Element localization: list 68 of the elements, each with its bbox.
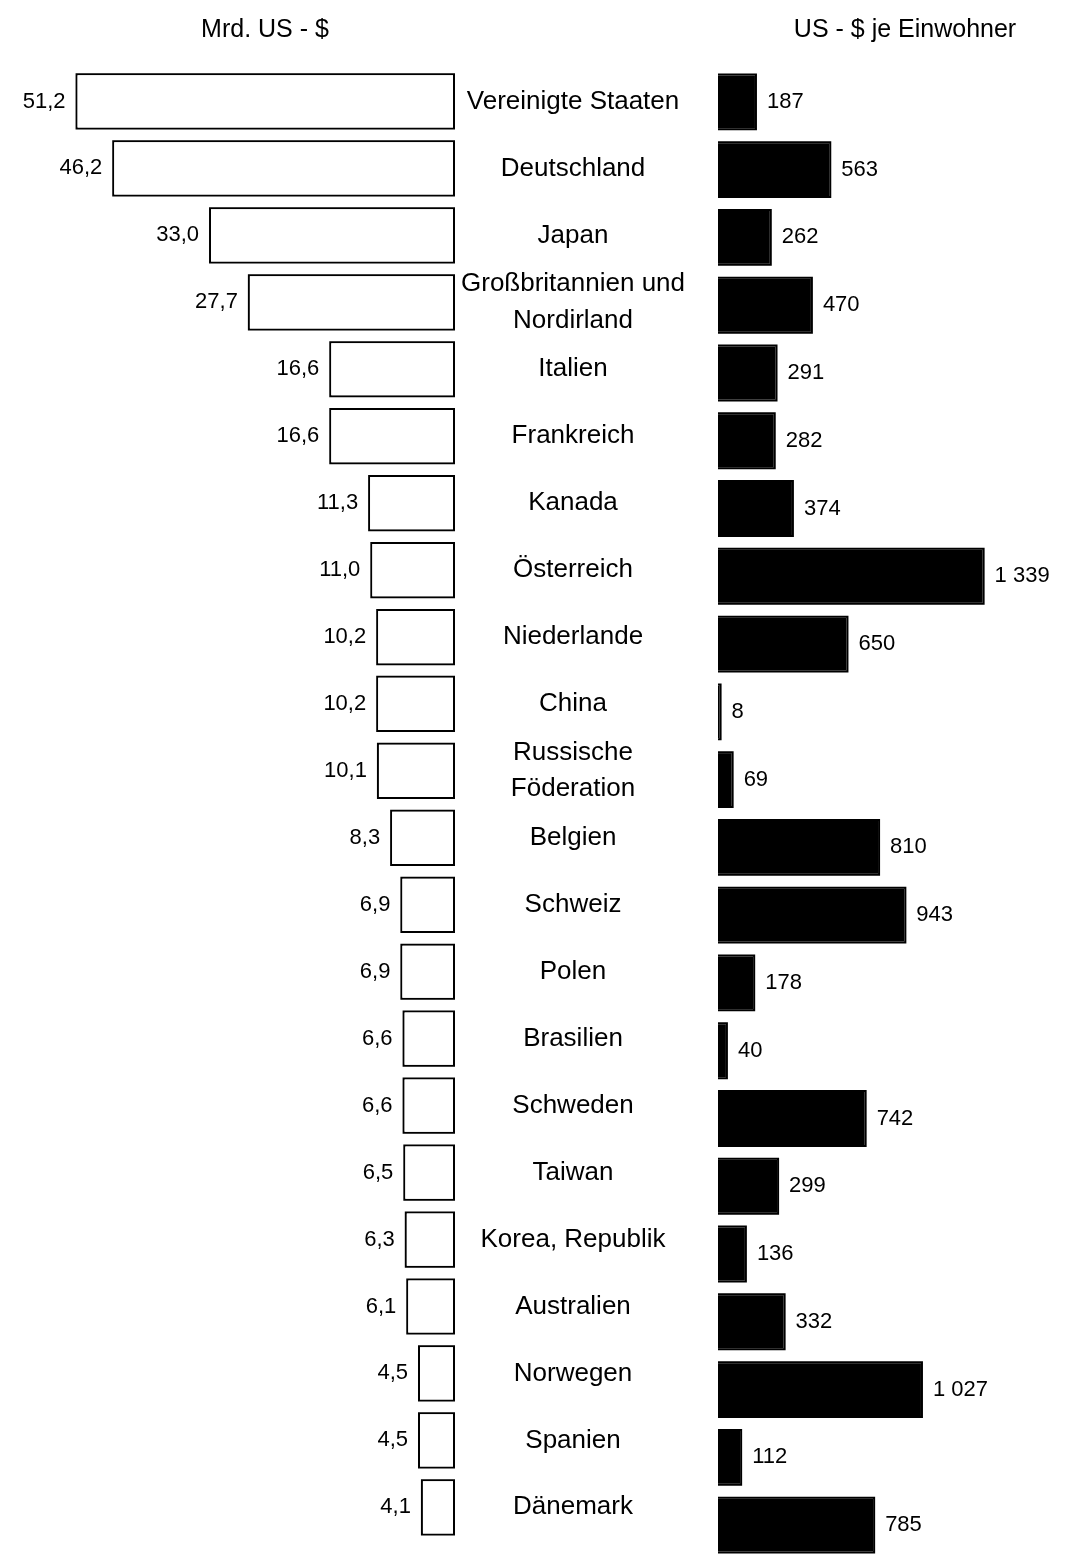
y-tick-label: Spanien bbox=[525, 1423, 621, 1454]
data-label: 69 bbox=[743, 765, 769, 791]
data-label: 10,2 bbox=[323, 623, 367, 649]
data-label: 10,2 bbox=[323, 690, 367, 716]
y-tick-label: Vereinigte Staaten bbox=[466, 84, 680, 115]
y-tick-label: Schweden bbox=[512, 1088, 634, 1119]
data-label: 291 bbox=[787, 359, 825, 385]
data-label: 785 bbox=[885, 1511, 922, 1537]
y-tick-label: Belgien bbox=[529, 821, 617, 852]
y-tick-label: Taiwan bbox=[532, 1155, 614, 1186]
data-label: 6,6 bbox=[362, 1024, 393, 1050]
y-tick-label: Italien bbox=[538, 352, 608, 383]
data-label: 8 bbox=[731, 697, 744, 723]
data-label: 11,0 bbox=[319, 556, 361, 582]
data-label: 40 bbox=[737, 1036, 763, 1062]
data-label: 46,2 bbox=[59, 154, 103, 180]
data-label: 8,3 bbox=[349, 823, 381, 849]
y-tick-label: Polen bbox=[539, 954, 607, 985]
data-label: 6,9 bbox=[359, 890, 391, 916]
data-label: 16,6 bbox=[276, 355, 320, 381]
chart-title: Mrd. US - $ bbox=[201, 14, 329, 43]
data-label: 1 027 bbox=[932, 1375, 989, 1401]
y-tick-label: Großbritannien und Nordirland bbox=[461, 267, 686, 334]
data-label: 262 bbox=[781, 223, 819, 249]
y-tick-label: Frankreich bbox=[511, 419, 635, 450]
y-tick-label: Niederlande bbox=[502, 620, 644, 651]
y-tick-label: Australien bbox=[515, 1289, 631, 1320]
data-label: 282 bbox=[785, 426, 823, 452]
data-label: 16,6 bbox=[276, 422, 320, 448]
data-label: 6,3 bbox=[364, 1225, 395, 1251]
data-label: 33,0 bbox=[156, 221, 200, 247]
y-tick-label: Schweiz bbox=[524, 887, 622, 918]
data-label: 6,9 bbox=[359, 957, 391, 983]
data-label: 4,5 bbox=[377, 1359, 408, 1385]
data-label: 4,5 bbox=[377, 1426, 408, 1452]
data-label: 563 bbox=[841, 155, 878, 181]
data-label: 187 bbox=[766, 87, 804, 113]
data-label: 112 bbox=[752, 1443, 788, 1469]
data-label: 11,3 bbox=[316, 489, 359, 515]
data-label: 470 bbox=[822, 291, 860, 317]
data-label: 6,5 bbox=[362, 1158, 394, 1184]
y-tick-label: Kanada bbox=[528, 486, 619, 517]
data-label: 4,1 bbox=[380, 1493, 411, 1519]
y-tick-label: Norwegen bbox=[513, 1356, 633, 1387]
y-tick-label: Japan bbox=[537, 218, 609, 249]
data-label: 943 bbox=[916, 901, 954, 927]
data-label: 178 bbox=[765, 968, 802, 994]
y-tick-label: Korea, Republik bbox=[480, 1222, 667, 1253]
data-label: 27,7 bbox=[195, 288, 238, 314]
y-tick-label: Dänemark bbox=[513, 1490, 634, 1521]
data-label: 10,1 bbox=[324, 756, 367, 782]
y-tick-label: China bbox=[539, 687, 608, 718]
y-tick-label: Russische Föderation bbox=[510, 735, 636, 803]
data-label: 136 bbox=[756, 1240, 794, 1266]
y-tick-label: Brasilien bbox=[523, 1021, 623, 1052]
y-tick-label: Österreich bbox=[513, 553, 633, 584]
data-label: 810 bbox=[890, 833, 927, 859]
data-label: 299 bbox=[789, 1172, 826, 1198]
y-tick-label: Deutschland bbox=[500, 151, 646, 182]
chart-title: US - $ je Einwohner bbox=[793, 14, 1017, 43]
data-label: 650 bbox=[858, 630, 896, 656]
data-label: 374 bbox=[803, 494, 841, 520]
data-label: 6,1 bbox=[365, 1292, 397, 1318]
data-label: 51,2 bbox=[22, 87, 66, 113]
data-label: 742 bbox=[876, 1104, 914, 1130]
data-label: 1 339 bbox=[994, 562, 1050, 588]
data-label: 6,6 bbox=[362, 1091, 393, 1117]
data-label: 332 bbox=[795, 1307, 833, 1333]
